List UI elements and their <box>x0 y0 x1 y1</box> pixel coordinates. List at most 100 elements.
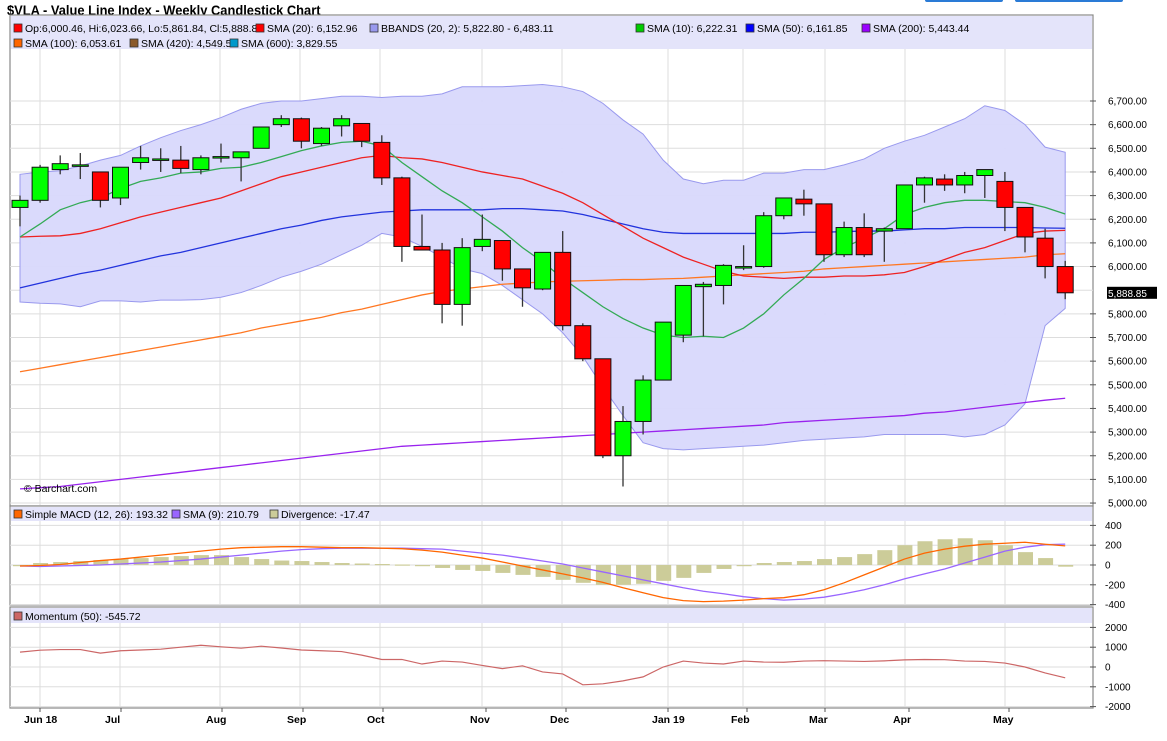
candle <box>855 227 873 256</box>
candle <box>574 325 592 360</box>
toolbar-button-1[interactable] <box>925 0 1003 2</box>
legend-swatch <box>635 23 645 33</box>
svg-text:6,400.00: 6,400.00 <box>1108 167 1147 178</box>
candle <box>835 227 853 256</box>
divergence-bar <box>334 563 350 565</box>
candle <box>212 156 230 159</box>
candle <box>755 215 773 268</box>
legend-label: BBANDS (20, 2): 5,822.80 - 6,483.11 <box>381 23 554 35</box>
candle <box>232 151 250 159</box>
divergence-bar <box>254 559 270 565</box>
candle <box>313 127 330 145</box>
divergence-bar <box>977 540 993 565</box>
ma-line <box>19 397 1066 490</box>
svg-text:Jan 19: Jan 19 <box>652 714 685 726</box>
legend-swatch <box>255 23 265 33</box>
candle <box>614 420 632 457</box>
candle <box>775 197 793 217</box>
candle <box>976 169 994 176</box>
page-title: $VLA - Value Line Index - Weekly Candles… <box>7 2 321 18</box>
svg-text:6,500.00: 6,500.00 <box>1108 144 1147 155</box>
svg-text:5,600.00: 5,600.00 <box>1108 357 1147 368</box>
divergence-bar <box>435 565 451 568</box>
ma-line <box>19 154 1066 280</box>
legend-label: Momentum (50): -545.72 <box>25 611 141 623</box>
legend-swatch <box>229 38 239 48</box>
candle <box>895 184 913 230</box>
svg-text:6,200.00: 6,200.00 <box>1108 215 1147 226</box>
divergence-bar <box>957 538 973 565</box>
svg-text:Aug: Aug <box>206 714 226 726</box>
candle <box>534 251 552 290</box>
divergence-bar <box>857 554 873 565</box>
divergence-bar <box>1058 565 1074 567</box>
candle <box>694 283 712 288</box>
divergence-bar <box>535 565 551 577</box>
legend-swatch <box>129 38 139 48</box>
legend-label: Op:6,000.46, Hi:6,023.66, Lo:5,861.84, C… <box>25 23 263 35</box>
svg-text:Nov: Nov <box>470 714 490 726</box>
svg-text:-2000: -2000 <box>1105 702 1131 713</box>
svg-text:Dec: Dec <box>550 714 569 726</box>
momentum-panel: 2000 1000 0 -1000 -2000 <box>10 623 1131 713</box>
candle <box>453 247 471 305</box>
candle <box>333 118 351 127</box>
macd-panel: 400 200 0 -200 -400 <box>10 521 1125 611</box>
divergence-bar <box>595 565 611 585</box>
svg-text:-1000: -1000 <box>1105 682 1131 693</box>
divergence-bar <box>274 560 290 565</box>
candle <box>493 240 511 270</box>
divergence-bar <box>937 539 953 565</box>
divergence-bar <box>716 565 732 569</box>
legend-swatch <box>13 611 23 621</box>
divergence-bar <box>153 557 169 565</box>
divergence-bar <box>756 563 772 565</box>
divergence-bar <box>234 557 250 565</box>
candle <box>11 199 29 208</box>
svg-text:2000: 2000 <box>1105 623 1128 634</box>
candle <box>31 166 49 201</box>
legend-label: Simple MACD (12, 26): 193.32 <box>25 509 168 521</box>
legend-label: SMA (20): 6,152.96 <box>267 23 358 35</box>
candle <box>91 171 109 201</box>
divergence-bar <box>776 562 792 565</box>
divergence-bar <box>495 565 511 573</box>
candle <box>554 251 572 327</box>
divergence-bar <box>374 564 390 566</box>
divergence-bar <box>1038 558 1054 565</box>
candle <box>71 164 89 167</box>
svg-text:0: 0 <box>1105 663 1111 674</box>
svg-text:-200: -200 <box>1105 580 1125 591</box>
svg-text:Feb: Feb <box>731 714 750 726</box>
svg-text:5,888.85: 5,888.85 <box>1108 289 1147 300</box>
divergence-bar <box>394 564 410 566</box>
candle <box>634 379 652 422</box>
svg-text:Oct: Oct <box>367 714 385 726</box>
divergence-bar <box>33 563 49 565</box>
candle <box>1036 237 1054 268</box>
svg-text:5,000.00: 5,000.00 <box>1108 499 1147 510</box>
svg-text:5,700.00: 5,700.00 <box>1108 333 1147 344</box>
candle <box>112 166 129 199</box>
x-axis: Jun 18 Jul Aug Sep Oct Nov Dec Jan 19 Feb Mar Apr M… <box>24 708 1014 726</box>
svg-text:5,400.00: 5,400.00 <box>1108 404 1147 415</box>
candle <box>473 238 491 247</box>
svg-text:400: 400 <box>1105 521 1122 532</box>
legend-swatch <box>861 23 871 33</box>
divergence-bar <box>314 562 330 565</box>
divergence-bar <box>1018 552 1033 565</box>
candle <box>272 118 290 126</box>
candle <box>735 266 753 269</box>
legend-swatch <box>745 23 755 33</box>
divergence-bar <box>475 565 491 571</box>
divergence-bar <box>93 560 109 565</box>
divergence-bar <box>696 565 712 573</box>
toolbar-button-2[interactable] <box>1015 0 1123 2</box>
legend-label: SMA (420): 4,549.50 <box>141 38 237 50</box>
legend-swatch <box>269 509 279 519</box>
divergence-bar <box>736 565 752 567</box>
legend-label: SMA (10): 6,222.31 <box>647 23 738 35</box>
divergence-bar <box>294 561 310 565</box>
svg-text:0: 0 <box>1105 561 1111 572</box>
